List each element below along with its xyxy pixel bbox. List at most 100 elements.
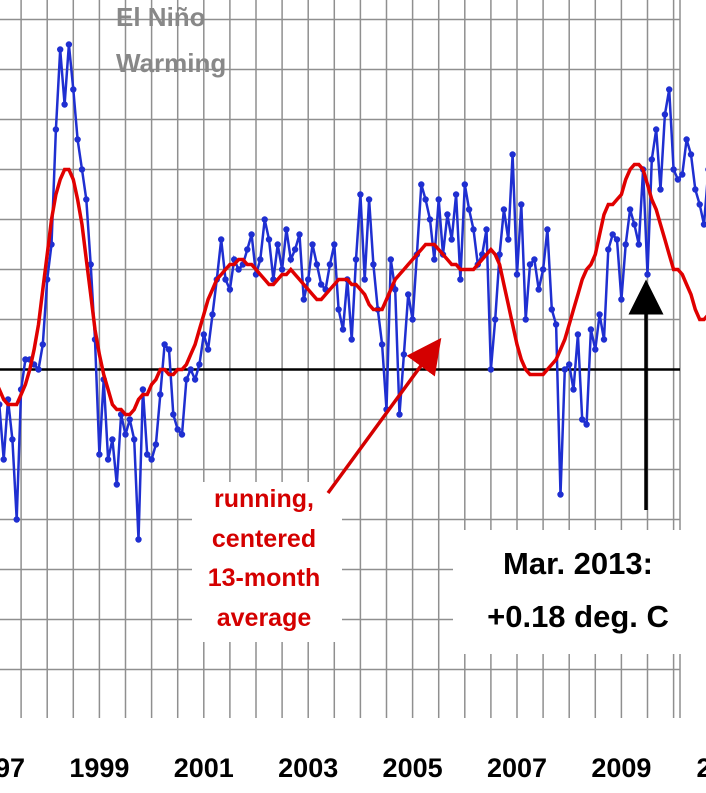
series-raw-point (326, 261, 334, 268)
series-raw-point (144, 451, 151, 458)
series-raw-point (470, 226, 477, 233)
series-raw-point (165, 346, 173, 353)
series-raw-point (696, 201, 703, 208)
series-raw-point (557, 491, 564, 498)
series-raw-point (339, 326, 347, 333)
series-raw-point (0, 401, 3, 408)
series-raw-point (35, 366, 42, 373)
series-raw-point (487, 366, 495, 373)
series-raw-point (666, 86, 673, 93)
series-raw-point (426, 216, 434, 223)
running-average-label-bg (192, 482, 342, 642)
series-raw-point (496, 251, 503, 258)
x-tick-label: 2001 (174, 753, 234, 783)
x-tick-label: 1997 (0, 753, 25, 783)
series-raw-point (9, 436, 16, 443)
series-raw-point (544, 226, 551, 233)
series-raw-point (592, 346, 599, 353)
series-raw-point (683, 136, 690, 143)
series-raw-point (109, 436, 116, 443)
x-tick-label: 2003 (278, 753, 338, 783)
series-raw-point (22, 356, 29, 363)
series-raw-point (505, 236, 512, 243)
series-raw-point (444, 211, 451, 218)
running-average-label-line3: 13-month (208, 564, 321, 592)
series-raw-point (539, 266, 547, 273)
series-raw-point (509, 151, 516, 158)
series-raw-point (522, 316, 529, 323)
running-average-label-line4: average (217, 604, 312, 632)
series-raw-point (452, 191, 460, 198)
series-raw-point (513, 271, 521, 278)
series-raw-point (626, 206, 634, 213)
series-raw-point (670, 166, 677, 173)
series-raw-point (183, 376, 190, 383)
x-axis-tick-labels: 199719992001200320052007200920112013 (0, 753, 706, 783)
series-raw-point (274, 241, 281, 248)
series-raw-point (631, 221, 638, 228)
series-raw-point (405, 291, 412, 298)
series-raw-line (0, 44, 706, 540)
series-raw-point (305, 276, 312, 283)
series-raw-point (622, 241, 629, 248)
series-raw-point (57, 46, 64, 53)
series-raw-point (409, 316, 416, 323)
series-raw-point (278, 266, 286, 273)
series-raw-point (378, 341, 386, 348)
series-raw-point (492, 316, 499, 323)
series-raw-point (113, 481, 121, 488)
el-nino-label-line2: Warming (116, 48, 226, 78)
series-raw-point (579, 416, 586, 423)
series-raw-point (566, 361, 573, 368)
series-raw-point (87, 261, 94, 268)
series-raw-point (52, 126, 60, 133)
series-raw-point (692, 186, 699, 193)
x-tick-label: 2007 (487, 753, 547, 783)
series-raw-point (235, 266, 242, 273)
series-raw-point (548, 306, 555, 313)
series-raw-point (65, 41, 73, 48)
series-raw-point (526, 261, 534, 268)
series-raw-point (204, 346, 212, 353)
series-raw-point (348, 336, 355, 343)
series-raw-point (644, 271, 651, 278)
series-raw-point (122, 431, 129, 438)
series-raw-point (126, 416, 133, 423)
series-raw-point (370, 261, 377, 268)
series-raw-point (422, 196, 429, 203)
series-raw-point (531, 256, 538, 263)
series-raw-point (291, 246, 299, 253)
series-raw-point (448, 236, 455, 243)
series-raw-point (583, 421, 590, 428)
series-raw-point (191, 376, 199, 383)
series-raw-point (13, 516, 20, 523)
series-raw-point (657, 186, 664, 193)
series-raw-point (361, 276, 368, 283)
running-average-arrow (326, 337, 442, 495)
series-raw-point (465, 206, 473, 213)
series-raw-point (365, 196, 373, 203)
series-raw-point (457, 276, 464, 283)
el-nino-label-line1: El Niño (116, 2, 206, 32)
x-tick-label: 2011 (697, 753, 706, 783)
series-raw-point (148, 456, 155, 463)
series-raw-point (352, 256, 360, 263)
series-raw-point (131, 436, 138, 443)
series-raw-point (431, 256, 438, 263)
series-raw-point (222, 276, 229, 283)
series-raw-point (78, 166, 86, 173)
series-raw-point (396, 411, 403, 418)
x-tick-label: 2009 (591, 753, 651, 783)
series-raw-point (357, 191, 364, 198)
latest-value-label-bg (453, 530, 706, 654)
series-raw-point (483, 226, 490, 233)
series-raw-points (0, 41, 706, 543)
running-average-label-line1: running, (214, 485, 314, 513)
series-raw-point (170, 411, 177, 418)
series-raw-point (653, 126, 660, 133)
series-raw-point (648, 156, 655, 163)
series-raw-point (574, 331, 582, 338)
x-tick-label: 1999 (69, 753, 129, 783)
series-raw-point (178, 431, 186, 438)
